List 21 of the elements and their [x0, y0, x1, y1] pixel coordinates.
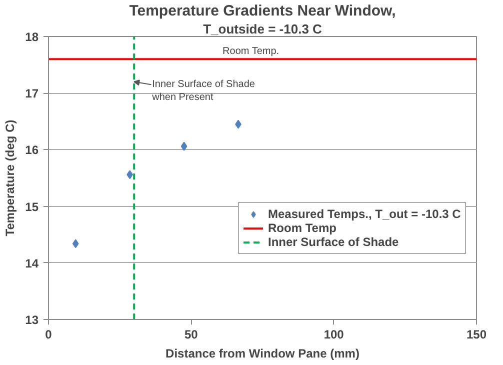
- legend-label: Room Temp: [268, 221, 336, 235]
- point: [180, 142, 188, 151]
- chart-title: Temperature Gradients Near Window,: [129, 2, 396, 20]
- annotation: Inner Surface of Shade when Present: [151, 78, 256, 103]
- y-tick-label: 14: [25, 256, 39, 270]
- point: [72, 239, 79, 248]
- x-axis-title: Distance from Window Pane (mm): [166, 346, 360, 360]
- x-tick-label: 50: [184, 328, 198, 342]
- y-tick-label: 17: [25, 86, 39, 101]
- y-tick-label: 13: [25, 313, 39, 327]
- y-tick-label: 16: [25, 143, 39, 158]
- x-tick-label: 0: [45, 328, 52, 342]
- y-tick-label: 18: [25, 30, 39, 44]
- y-axis-title: Temperature (deg C): [3, 120, 18, 236]
- x-tick-label: 150: [466, 328, 487, 342]
- y-tick-label: 15: [25, 200, 39, 214]
- legend-label: Inner Surface of Shade: [268, 235, 399, 249]
- chart-subtitle: T_outside = -10.3 C: [203, 22, 323, 36]
- x-tick-label: 100: [324, 328, 344, 342]
- annotation: Room Temp.: [222, 46, 280, 58]
- legend-label: Measured Temps., T_out = -10.3 C: [268, 207, 461, 221]
